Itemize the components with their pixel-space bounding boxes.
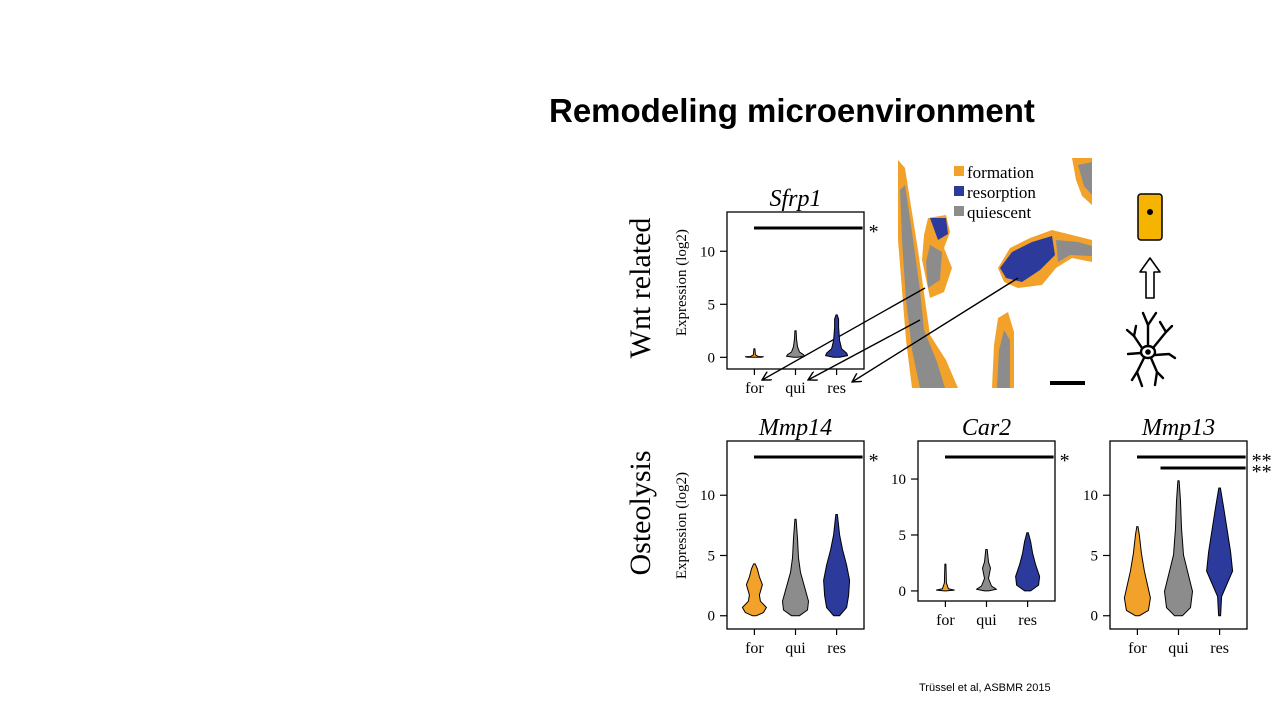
osteocyte-icon xyxy=(1125,311,1177,388)
citation: Trüssel et al, ASBMR 2015 xyxy=(919,682,1051,694)
violin-for xyxy=(741,563,767,617)
significance-label: * xyxy=(1060,450,1070,472)
y-tick-label: 0 xyxy=(1091,609,1099,625)
y-tick-label: 10 xyxy=(700,488,715,504)
bone-image: formation resorption quiescent xyxy=(897,158,1092,388)
bone-legend: formation resorption quiescent xyxy=(954,163,1036,222)
y-tick-label: 5 xyxy=(1091,548,1099,564)
violin-for xyxy=(1123,526,1151,617)
x-tick-label-for: for xyxy=(936,612,955,629)
violin-res xyxy=(823,514,851,617)
y-tick-label: 0 xyxy=(708,609,716,625)
y-axis-label: Expression (log2) xyxy=(674,472,690,579)
y-axis-label: Expression (log2) xyxy=(674,229,690,336)
x-tick-label-res: res xyxy=(1018,612,1037,629)
chart-sfrp1: Sfrp1 Expression (log2) 0 5 10 for qui res * xyxy=(674,186,879,397)
x-tick-label-qui: qui xyxy=(785,380,806,397)
up-arrow-icon xyxy=(1139,257,1161,299)
row-label-osteolysis: Osteolysis xyxy=(624,450,657,575)
violin-res xyxy=(1206,487,1234,617)
chart-title: Car2 xyxy=(962,415,1011,441)
y-tick-label: 5 xyxy=(708,297,716,313)
violin-qui xyxy=(1164,480,1193,617)
y-tick-label: 10 xyxy=(1083,488,1098,504)
x-tick-label-for: for xyxy=(745,380,764,397)
legend-resorption: resorption xyxy=(967,183,1036,202)
chart-title: Mmp14 xyxy=(758,415,832,441)
y-tick-label: 5 xyxy=(708,548,716,564)
legend-quiescent: quiescent xyxy=(967,203,1031,222)
arrow-to-for xyxy=(762,287,926,380)
x-tick-label-qui: qui xyxy=(1168,640,1189,657)
chart-title: Mmp13 xyxy=(1141,415,1215,441)
x-tick-label-qui: qui xyxy=(785,640,806,657)
violin-qui xyxy=(976,549,997,592)
violin-qui xyxy=(782,518,809,617)
significance-label: * xyxy=(869,221,879,243)
scale-bar xyxy=(1050,381,1085,385)
significance-label: * xyxy=(869,450,879,472)
violin-res xyxy=(825,314,849,358)
y-tick-label: 0 xyxy=(708,350,716,366)
y-tick-label: 10 xyxy=(700,244,715,260)
chart-car2: Car2 0 5 10 for qui res * xyxy=(891,415,1070,629)
legend-formation: formation xyxy=(967,163,1035,182)
chart-mmp13: Mmp13 0 5 10 for qui res **** xyxy=(1083,415,1272,657)
y-tick-label: 0 xyxy=(899,584,907,600)
y-tick-label: 10 xyxy=(891,472,906,488)
x-tick-label-res: res xyxy=(827,640,846,657)
x-tick-label-res: res xyxy=(1210,640,1229,657)
y-tick-label: 5 xyxy=(899,528,907,544)
chart-mmp14: Mmp14 Expression (log2) 0 5 10 for qui res * xyxy=(674,415,879,657)
slide-title: Remodeling microenvironment xyxy=(549,92,1035,129)
x-tick-label-for: for xyxy=(745,640,764,657)
x-tick-label-qui: qui xyxy=(976,612,997,629)
row-label-wnt: Wnt related xyxy=(624,218,657,359)
chart-title: Sfrp1 xyxy=(769,186,821,212)
significance-label: ** xyxy=(1252,461,1272,483)
x-tick-label-res: res xyxy=(827,380,846,397)
violin-qui xyxy=(786,330,805,358)
cell-icon xyxy=(1137,193,1163,241)
arrow-to-res xyxy=(852,277,1019,382)
violin-for xyxy=(744,348,764,358)
violin-for xyxy=(935,563,955,592)
x-tick-label-for: for xyxy=(1128,640,1147,657)
significance-label: ** xyxy=(1252,450,1272,472)
violin-res xyxy=(1015,532,1041,592)
